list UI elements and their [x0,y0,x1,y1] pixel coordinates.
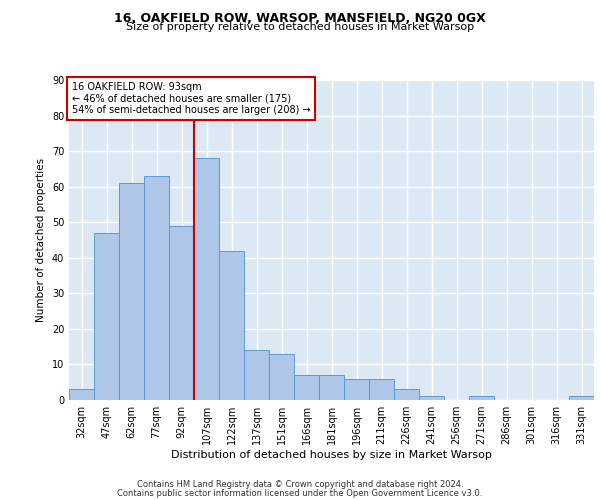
Y-axis label: Number of detached properties: Number of detached properties [36,158,46,322]
Text: 16 OAKFIELD ROW: 93sqm
← 46% of detached houses are smaller (175)
54% of semi-de: 16 OAKFIELD ROW: 93sqm ← 46% of detached… [71,82,310,115]
Bar [94,233,119,400]
Text: Contains public sector information licensed under the Open Government Licence v3: Contains public sector information licen… [118,488,482,498]
Text: 16, OAKFIELD ROW, WARSOP, MANSFIELD, NG20 0GX: 16, OAKFIELD ROW, WARSOP, MANSFIELD, NG2… [114,12,486,26]
Bar [369,378,394,400]
Bar [469,396,494,400]
Bar [419,396,444,400]
X-axis label: Distribution of detached houses by size in Market Warsop: Distribution of detached houses by size … [171,450,492,460]
Text: Contains HM Land Registry data © Crown copyright and database right 2024.: Contains HM Land Registry data © Crown c… [137,480,463,489]
Bar [194,158,219,400]
Bar [569,396,594,400]
Bar [219,250,244,400]
Bar [119,183,144,400]
Text: Size of property relative to detached houses in Market Warsop: Size of property relative to detached ho… [126,22,474,32]
Bar [294,375,319,400]
Bar [344,378,369,400]
Bar [319,375,344,400]
Bar [169,226,194,400]
Bar [144,176,169,400]
Bar [394,390,419,400]
Bar [69,390,94,400]
Bar [244,350,269,400]
Bar [269,354,294,400]
